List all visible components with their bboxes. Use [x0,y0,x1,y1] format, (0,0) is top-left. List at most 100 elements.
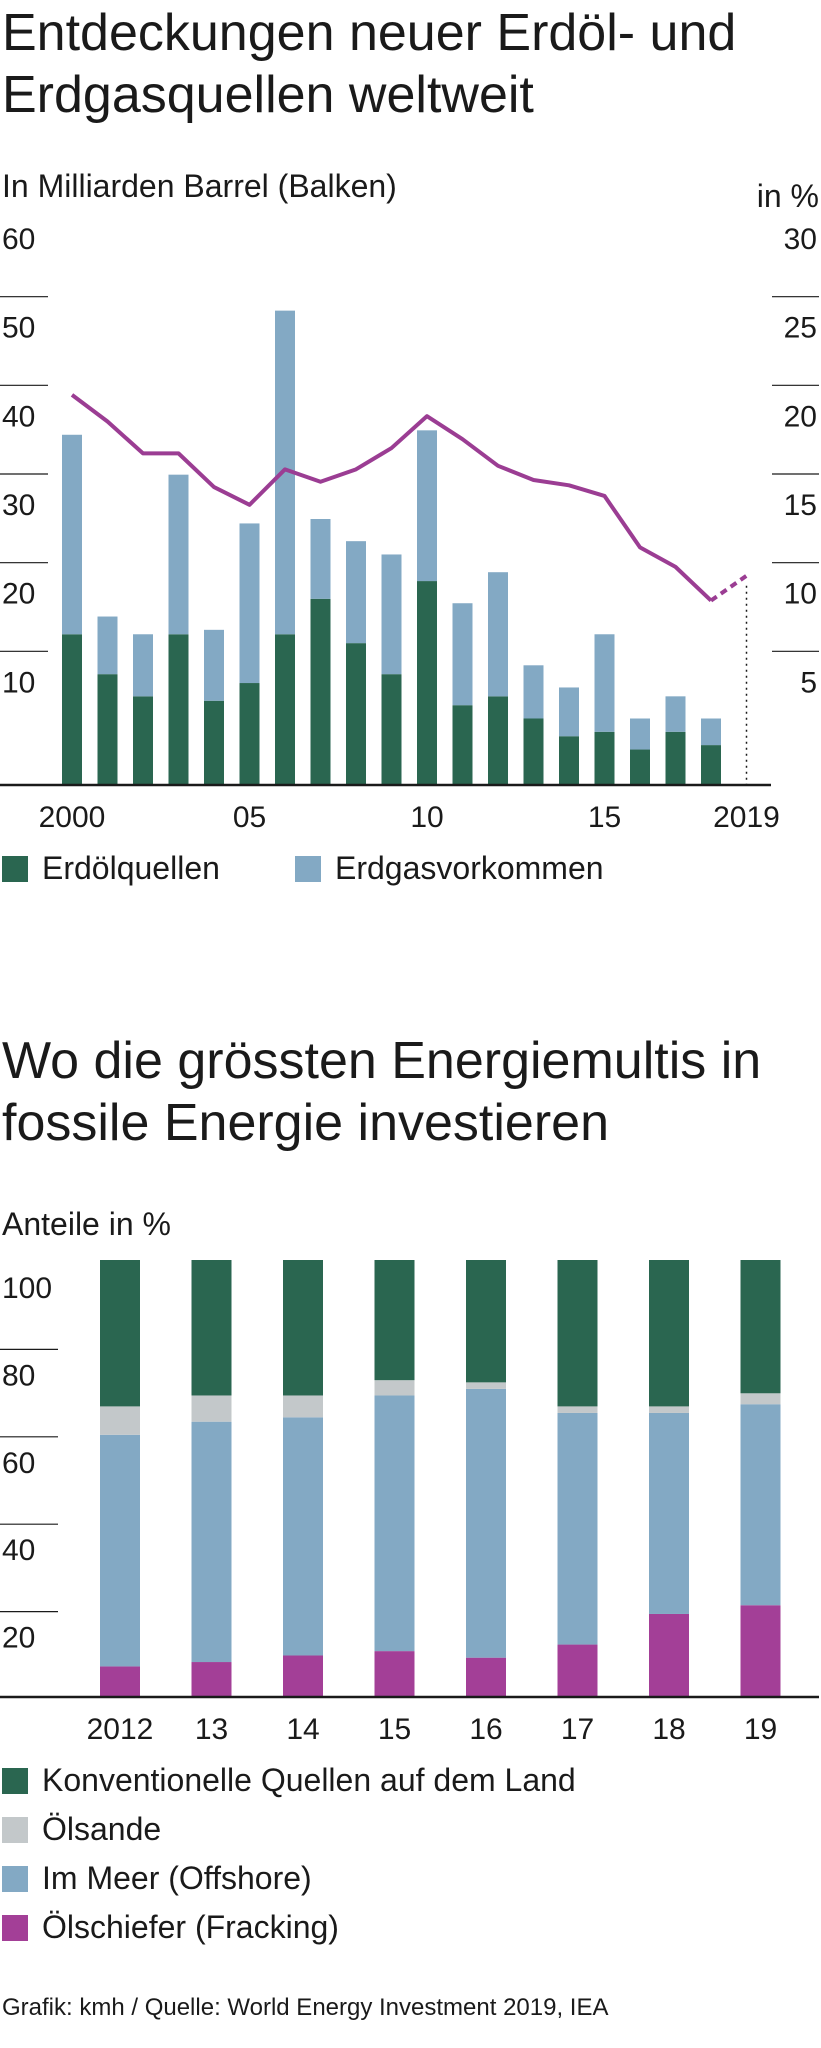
legend-item-erdoelquellen: Erdölquellen [2,850,220,887]
bar-segment [239,523,260,684]
legend-item-fracking: Ölschiefer (Fracking) [2,1909,339,1946]
bar-segment [740,1605,781,1697]
bar-segment [100,1406,140,1435]
bar-segment [275,634,295,785]
y-tick-label: 20 [2,1622,35,1655]
right-tick-label: 20 [784,400,817,433]
bar-segment [62,434,82,635]
x-tick-label: 05 [233,801,266,834]
bar-segment [168,634,189,785]
bar-segment [523,665,544,719]
bar-segment [374,1651,415,1697]
line-series-share [70,393,713,603]
bar-segment [310,598,331,785]
bar-segment [204,700,224,785]
bar-segment [100,1260,140,1407]
bar-segment [191,1260,232,1396]
bar-segment [701,745,721,785]
x-tick-label: 2000 [39,801,106,834]
bar-segment [417,581,437,785]
y-tick-label: 100 [2,1272,52,1305]
bar-segment [133,634,153,697]
left-tick-label: 50 [2,312,35,345]
bar-segment [452,603,473,706]
y-tick-label: 60 [2,1447,35,1480]
legend-swatch [2,1914,28,1941]
bar-segment [630,749,650,785]
bar-segment [191,1421,232,1663]
chart1-plot: 60 50 40 30 20 10 30 25 20 15 10 5 2000 05 10 15 2019 [0,223,819,834]
bar-segment [374,1380,415,1396]
legend-label: Konventionelle Quellen auf dem Land [42,1762,576,1798]
right-tick-label: 25 [784,312,817,345]
line-series-projection [709,574,748,603]
left-tick-label: 20 [2,578,35,611]
y-tick-label: 40 [2,1534,35,1567]
bar-segment [191,1662,232,1697]
legend-label: Ölschiefer (Fracking) [42,1909,339,1945]
bar-segment [97,616,118,675]
right-tick-label: 5 [800,666,817,699]
bar-segment [557,1412,598,1645]
chart2-title: Wo die grössten Energiemultis in fossile… [2,1032,762,1152]
legend-label: Ölsande [42,1811,162,1847]
bar-segment [97,674,118,785]
legend-item-erdgasvorkommen: Erdgasvorkommen [295,850,604,887]
source-footer: Grafik: kmh / Quelle: World Energy Inves… [2,1994,609,2021]
legend-label: Erdgasvorkommen [335,850,604,886]
x-tick-label: 16 [469,1713,502,1746]
legend-item-offshore: Im Meer (Offshore) [2,1860,312,1897]
bar-segment [168,474,189,635]
x-tick-label: 15 [588,801,621,834]
bar-segment [381,554,402,675]
x-tick-label: 15 [378,1713,411,1746]
bar-segment [559,736,579,785]
bar-segment [191,1395,232,1422]
bar-segment [346,643,366,785]
bar-segment [239,683,260,785]
bar-segment [649,1260,689,1407]
chart1-left-axis-label: In Milliarden Barrel (Balken) [2,168,397,204]
right-tick-label: 15 [784,489,817,522]
bar-segment [283,1260,323,1396]
left-tick-label: 40 [2,400,35,433]
x-tick-label: 17 [561,1713,594,1746]
bar-segment [466,1382,506,1389]
legend-swatch [295,855,321,882]
bar-segment [417,430,437,582]
bar-segment [100,1666,140,1697]
x-tick-label: 18 [652,1713,685,1746]
bar-segment [740,1260,781,1394]
legend-swatch [2,1767,28,1794]
bar-segment [649,1613,689,1697]
chart2-legend: Konventionelle Quellen auf dem Land Ölsa… [2,1762,821,1962]
left-tick-label: 10 [2,666,35,699]
right-tick-label: 10 [784,578,817,611]
legend-label: Im Meer (Offshore) [42,1860,312,1896]
legend-swatch [2,1865,28,1892]
bar-segment [488,572,508,697]
bar-segment [452,705,473,785]
bar-segment [283,1417,323,1656]
bar-segment [557,1406,598,1413]
bar-segment [488,696,508,785]
bar-segment [283,1655,323,1697]
x-tick-label: 2012 [87,1713,154,1746]
x-tick-label: 19 [744,1713,777,1746]
x-tick-label: 2019 [713,801,780,834]
bar-segment [557,1644,598,1697]
bar-segment [466,1388,506,1658]
bar-segment [701,718,721,746]
bar-segment [594,731,615,785]
bar-segment [466,1260,506,1383]
x-tick-label: 14 [286,1713,319,1746]
bar-segment [630,718,650,750]
bar-segment [374,1260,415,1381]
right-tick-label: 30 [784,223,817,256]
bar-segment [665,731,686,785]
bar-segment [740,1393,781,1405]
bar-segment [594,634,615,732]
bar-segment [275,310,295,635]
chart2-axis-label: Anteile in % [2,1206,171,1242]
bar-segment [649,1412,689,1614]
